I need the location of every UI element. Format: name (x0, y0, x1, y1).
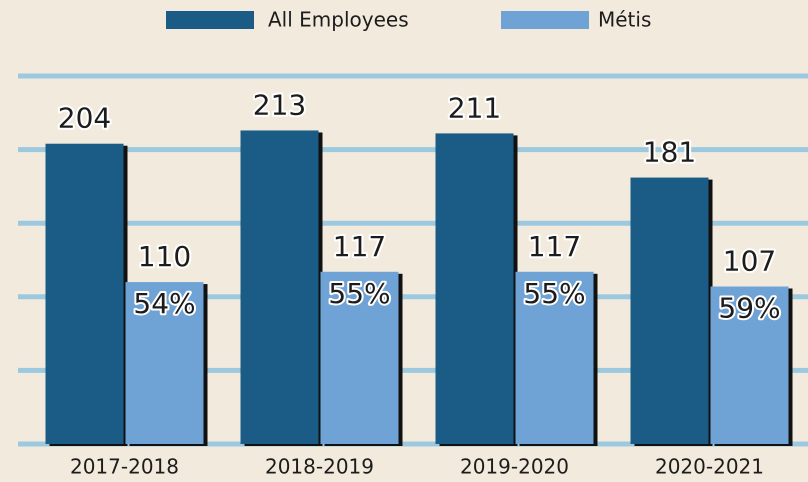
legend-swatch (501, 11, 589, 29)
legend-label: Métis (598, 8, 651, 32)
value-label: 211 (448, 91, 501, 124)
x-tick-label: 2019-2020 (460, 455, 569, 479)
bar (240, 130, 319, 445)
bar (515, 271, 594, 444)
x-tick-label: 2018-2019 (265, 455, 374, 479)
percent-label: 54% (133, 287, 195, 320)
bar (45, 143, 124, 444)
bar (435, 133, 514, 444)
bar (630, 177, 709, 444)
percent-label: 55% (523, 277, 585, 310)
bar (320, 271, 399, 444)
value-label: 213 (253, 88, 306, 121)
x-tick-label: 2020-2021 (655, 455, 764, 479)
value-label: 117 (333, 230, 386, 263)
value-label: 181 (643, 136, 696, 169)
percent-label: 55% (328, 277, 390, 310)
value-label: 107 (723, 244, 776, 277)
value-label: 117 (528, 230, 581, 263)
value-label: 110 (138, 240, 191, 273)
legend-swatch (166, 11, 254, 29)
bar (125, 282, 204, 444)
percent-label: 59% (718, 291, 780, 324)
bar (710, 286, 789, 444)
legend-label: All Employees (268, 8, 409, 32)
value-label: 204 (58, 102, 111, 135)
x-tick-label: 2017-2018 (70, 455, 179, 479)
